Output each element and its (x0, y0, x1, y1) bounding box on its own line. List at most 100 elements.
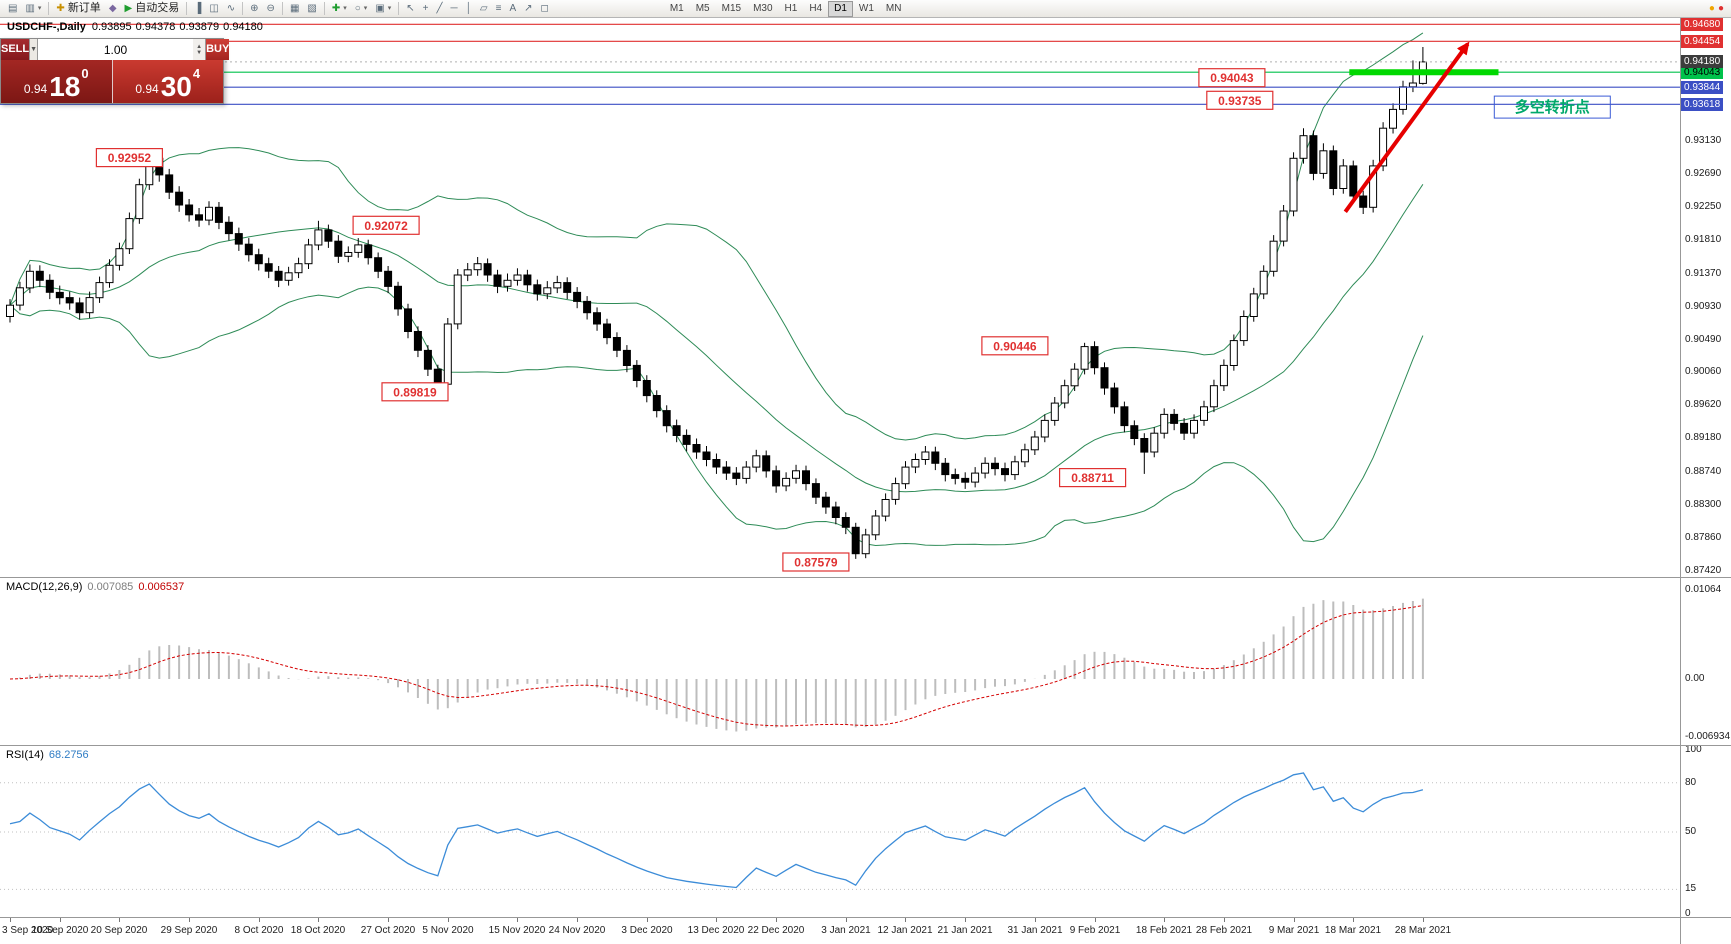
trendline-icon: ╱ (436, 2, 443, 14)
buy-price[interactable]: 0.94 30 4 (112, 60, 223, 103)
timeframe-M15[interactable]: M15 (716, 1, 747, 17)
timeframe-MN[interactable]: MN (880, 1, 908, 17)
date-tick (517, 918, 518, 922)
price-callout[interactable]: 0.88711 (1058, 468, 1127, 488)
fibonacci-button[interactable]: ≡ (492, 1, 506, 17)
axis-tick-label: 0 (1685, 908, 1691, 919)
chart-title: USDCHF-,Daily 0.93895 0.94378 0.93879 0.9418… (7, 21, 267, 33)
templates-icon: ▣ (375, 2, 385, 14)
volume-dropdown-icon[interactable]: ▼ (29, 39, 38, 60)
templates-button[interactable]: ▣ ▾ (371, 1, 395, 17)
spin-down-icon[interactable]: ▼ (196, 49, 203, 56)
bollinger-bands-layer (9, 32, 1424, 547)
autotrading-button[interactable]: ▶ 自动交易 (121, 1, 184, 17)
timeframe-M30[interactable]: M30 (747, 1, 778, 17)
price-callout[interactable]: 0.90446 (981, 336, 1049, 356)
timeframe-W1[interactable]: W1 (853, 1, 880, 17)
date-tick (60, 918, 61, 922)
community-icon[interactable]: ● (1708, 2, 1715, 14)
price-callout[interactable]: 0.87579 (782, 552, 850, 572)
volume-spinner[interactable]: ▲ ▼ (193, 39, 206, 60)
profiles-button[interactable]: ▥ ▾ (21, 1, 45, 17)
zoom-out-icon: ⊖ (266, 2, 275, 14)
date-tick (846, 918, 847, 922)
date-tick (388, 918, 389, 922)
cascade-windows-button[interactable]: ▧ (303, 1, 320, 17)
buy-price-prefix: 0.94 (135, 82, 159, 96)
date-tick (905, 918, 906, 922)
cascade-windows-icon: ▧ (307, 2, 317, 14)
price-chart[interactable]: 0.92952 0.92072 0.89819 0.87579 0.90446 0.887… (0, 18, 1731, 578)
panel-separator[interactable] (0, 745, 1731, 746)
price-callout[interactable]: 0.92072 (352, 215, 420, 235)
crosshair-icon: + (422, 2, 429, 14)
channel-button[interactable]: ▱ (476, 1, 492, 17)
new-order-button-label: 新订单 (67, 2, 101, 14)
close-value: 0.94180 (223, 21, 263, 33)
new-chart-button[interactable]: ▤ (4, 1, 21, 17)
panel-separator[interactable] (0, 577, 1731, 578)
turning-point-note[interactable]: 多空转折点 (1493, 95, 1611, 119)
buy-button[interactable]: BUY (206, 39, 230, 60)
vertical-line-button[interactable]: │ (462, 1, 476, 17)
price-axis[interactable]: 0.93130 0.92690 0.92250 0.91810 0.91370 0.909… (1681, 0, 1731, 944)
spin-up-icon[interactable]: ▲ (196, 43, 203, 50)
periods-icon: ○ (354, 2, 361, 14)
periods-button[interactable]: ○ ▾ (351, 1, 372, 17)
date-label: 18 Feb 2021 (1135, 925, 1193, 936)
axis-tick-label: 100 (1685, 744, 1702, 755)
horizontal-lines-layer[interactable] (0, 23, 1680, 105)
axis-separator (1680, 18, 1681, 944)
shapes-button[interactable]: ◻ (537, 1, 553, 17)
channel-icon: ▱ (479, 2, 488, 14)
zoom-in-button[interactable]: ⊕ (246, 1, 262, 17)
price-callout[interactable]: 0.94043 (1198, 68, 1266, 88)
timeframe-M1[interactable]: M1 (664, 1, 690, 17)
candlestick-type-button[interactable]: ◫ (205, 1, 222, 17)
toolbar-separator (186, 2, 188, 15)
metaeditor-button[interactable]: ◆ (105, 1, 121, 17)
indicators-button[interactable]: ✚ ▾ (328, 1, 351, 17)
timeframe-M5[interactable]: M5 (690, 1, 716, 17)
horizontal-line-button[interactable]: ─ (447, 1, 462, 17)
axis-tick-label: 0.87420 (1685, 565, 1722, 576)
macd-chart[interactable] (0, 578, 1731, 746)
price-callout[interactable]: 0.93735 (1206, 90, 1274, 110)
rsi-chart[interactable] (0, 746, 1731, 918)
zoom-out-button[interactable]: ⊖ (263, 1, 279, 17)
trend-arrow[interactable] (1343, 41, 1470, 213)
alert-icon[interactable]: ● (1717, 2, 1724, 14)
date-label: 28 Feb 2021 (1195, 925, 1253, 936)
arrows-button[interactable]: ↗ (520, 1, 536, 17)
indicators-icon: ✚ (331, 2, 341, 14)
tile-windows-button[interactable]: ▦ (286, 1, 303, 17)
bar-chart-type-button[interactable]: ▐ (190, 1, 205, 17)
annotations-layer[interactable]: 0.92952 0.92072 0.89819 0.87579 0.90446 0.887… (95, 41, 1611, 572)
axis-price-badge: 0.94680 (1681, 18, 1724, 31)
text-button[interactable]: A (505, 1, 520, 17)
trendline-button[interactable]: ╱ (433, 1, 447, 17)
timeframe-bar: M1 M5 M15 M30 H1 H4 D1 W1 MN (664, 0, 908, 17)
date-tick (716, 918, 717, 922)
timeframe-H4[interactable]: H4 (803, 1, 828, 17)
price-callout[interactable]: 0.92952 (95, 148, 164, 168)
crosshair-button[interactable]: + (419, 1, 433, 17)
sell-price[interactable]: 0.94 18 0 (1, 60, 113, 103)
cursor-button[interactable]: ↖ (402, 1, 418, 17)
date-tick (965, 918, 966, 922)
date-tick (119, 918, 120, 922)
date-label: 3 Dec 2020 (621, 925, 673, 936)
date-tick (318, 918, 319, 922)
axis-price-badge: 0.93618 (1681, 98, 1724, 111)
date-label: 9 Feb 2021 (1069, 925, 1121, 936)
timeframe-D1[interactable]: D1 (828, 0, 853, 17)
sell-button[interactable]: SELL (1, 39, 30, 60)
line-chart-type-button[interactable]: ∿ (223, 1, 239, 17)
date-axis[interactable]: 3 Sep 2020 10 Sep 2020 20 Sep 2020 29 Sep 2… (0, 918, 1680, 944)
timeframe-H1[interactable]: H1 (779, 1, 804, 17)
volume-input[interactable] (38, 39, 194, 60)
new-order-button[interactable]: ✚ 新订单 (52, 1, 104, 17)
axis-tick-label: 0.92250 (1685, 201, 1722, 212)
volume-input-wrap: ▲▼ (37, 39, 207, 60)
price-callout[interactable]: 0.89819 (381, 382, 449, 402)
